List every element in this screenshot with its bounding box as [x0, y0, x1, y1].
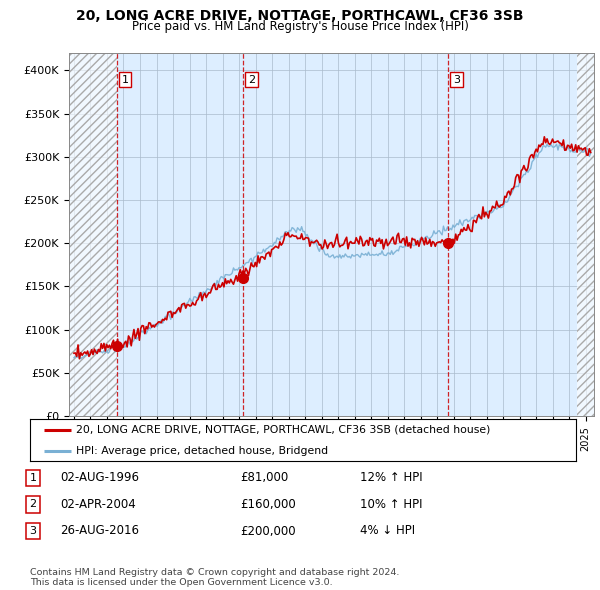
Text: Price paid vs. HM Land Registry's House Price Index (HPI): Price paid vs. HM Land Registry's House …	[131, 20, 469, 33]
Text: 1: 1	[29, 473, 37, 483]
Text: £200,000: £200,000	[240, 525, 296, 537]
Bar	[69, 53, 116, 416]
Text: Contains HM Land Registry data © Crown copyright and database right 2024.
This d: Contains HM Land Registry data © Crown c…	[30, 568, 400, 587]
Text: £160,000: £160,000	[240, 498, 296, 511]
Text: 26-AUG-2016: 26-AUG-2016	[60, 525, 139, 537]
Text: 4% ↓ HPI: 4% ↓ HPI	[360, 525, 415, 537]
Text: 1: 1	[121, 75, 128, 85]
Text: HPI: Average price, detached house, Bridgend: HPI: Average price, detached house, Brid…	[76, 446, 329, 455]
Text: 10% ↑ HPI: 10% ↑ HPI	[360, 498, 422, 511]
Text: 12% ↑ HPI: 12% ↑ HPI	[360, 471, 422, 484]
Text: 2: 2	[248, 75, 255, 85]
Text: 3: 3	[29, 526, 37, 536]
Text: 2: 2	[29, 500, 37, 509]
Bar	[577, 53, 594, 416]
Text: 20, LONG ACRE DRIVE, NOTTAGE, PORTHCAWL, CF36 3SB: 20, LONG ACRE DRIVE, NOTTAGE, PORTHCAWL,…	[76, 9, 524, 23]
Bar	[577, 53, 594, 416]
Text: 02-APR-2004: 02-APR-2004	[60, 498, 136, 511]
Bar	[69, 53, 116, 416]
Text: 20, LONG ACRE DRIVE, NOTTAGE, PORTHCAWL, CF36 3SB (detached house): 20, LONG ACRE DRIVE, NOTTAGE, PORTHCAWL,…	[76, 425, 491, 434]
Text: £81,000: £81,000	[240, 471, 288, 484]
Text: 3: 3	[453, 75, 460, 85]
Text: 02-AUG-1996: 02-AUG-1996	[60, 471, 139, 484]
